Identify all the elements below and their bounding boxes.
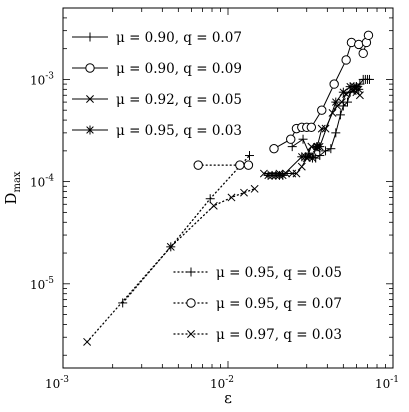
data-point	[328, 108, 337, 117]
legend-label: μ = 0.95, q = 0.05	[216, 265, 342, 281]
data-point	[83, 337, 92, 346]
data-point	[317, 105, 327, 115]
data-point	[306, 122, 317, 133]
y-tick-label: 10-5	[30, 276, 54, 292]
data-point	[245, 151, 255, 161]
y-tick-label: 10-4	[30, 174, 54, 190]
data-point	[335, 110, 345, 120]
data-point	[209, 201, 218, 210]
data-point	[338, 87, 348, 97]
legend-entry: μ = 0.92, q = 0.05	[72, 92, 242, 108]
legend-label: μ = 0.95, q = 0.03	[116, 123, 242, 139]
legend-top-left: μ = 0.90, q = 0.07 μ = 0.90, q = 0.09 μ = …	[72, 30, 242, 139]
data-point	[250, 184, 259, 193]
legend-marker	[186, 298, 196, 308]
data-point	[205, 194, 215, 204]
data-point	[354, 84, 364, 94]
series-group	[83, 30, 374, 346]
tick-labels: 10-3 10-2 10-1 10-5 10-4 10-3	[30, 71, 399, 391]
data-point	[240, 188, 248, 197]
legend-marker	[85, 32, 95, 42]
data-point	[343, 97, 353, 107]
ticks	[62, 7, 394, 368]
legend-marker	[85, 125, 95, 135]
x-axis-label: ε	[224, 389, 232, 407]
legend-marker	[86, 95, 94, 103]
data-point	[363, 30, 374, 41]
data-point	[321, 146, 331, 156]
series-2	[269, 30, 374, 154]
y-axis-label-text: Dmax	[2, 171, 23, 204]
series-6	[193, 160, 254, 170]
data-point	[166, 242, 175, 251]
data-point	[331, 128, 341, 138]
series-line	[122, 154, 251, 304]
x-tick-label: 10-3	[45, 375, 69, 391]
legend-label: μ = 0.90, q = 0.07	[116, 30, 242, 46]
legend-entry: μ = 0.95, q = 0.07	[173, 296, 342, 312]
data-point	[364, 74, 374, 84]
data-point	[243, 160, 254, 170]
data-point	[269, 143, 279, 154]
legend-entry: μ = 0.95, q = 0.03	[72, 123, 242, 139]
data-point	[278, 170, 288, 180]
legend-marker	[187, 330, 195, 338]
series-7	[83, 184, 259, 346]
legend-bottom-right: μ = 0.95, q = 0.05 μ = 0.95, q = 0.07 μ = …	[173, 265, 342, 343]
x-tick-label: 10-2	[210, 375, 234, 391]
legend-entry: μ = 0.90, q = 0.09	[72, 61, 242, 77]
legend-entry: μ = 0.95, q = 0.05	[173, 265, 342, 281]
data-point	[355, 91, 364, 100]
data-point	[341, 55, 351, 65]
data-point	[354, 39, 364, 50]
data-point	[298, 134, 308, 144]
data-point	[331, 97, 341, 107]
data-point	[193, 160, 203, 170]
legend-label: μ = 0.97, q = 0.03	[216, 327, 342, 343]
data-point	[337, 98, 346, 107]
data-point	[315, 142, 325, 152]
data-point	[321, 124, 330, 133]
data-point	[358, 48, 368, 59]
legend-entry: μ = 0.90, q = 0.07	[72, 30, 242, 46]
legend-label: μ = 0.92, q = 0.05	[116, 92, 242, 108]
data-point	[259, 169, 268, 178]
legend-entry: μ = 0.97, q = 0.03	[173, 327, 342, 343]
series-1	[287, 74, 374, 163]
data-point	[235, 160, 245, 170]
data-point	[329, 79, 339, 89]
data-point	[315, 151, 325, 161]
data-point	[118, 298, 128, 308]
series-5	[118, 151, 255, 308]
y-axis-label: Dmax	[2, 171, 23, 204]
data-point	[286, 134, 296, 144]
data-point	[307, 153, 317, 163]
legend-label: μ = 0.90, q = 0.09	[116, 61, 242, 77]
data-point	[227, 193, 236, 202]
legend-marker	[85, 63, 95, 73]
data-point	[292, 169, 301, 178]
data-point	[317, 124, 326, 133]
legend-label: μ = 0.95, q = 0.07	[216, 296, 342, 312]
data-point	[297, 162, 306, 171]
series-line	[86, 188, 256, 343]
series-4	[263, 82, 364, 180]
legend-marker	[186, 267, 196, 277]
x-tick-label: 10-1	[375, 375, 399, 391]
data-point	[326, 144, 336, 154]
y-tick-label: 10-3	[30, 71, 54, 87]
